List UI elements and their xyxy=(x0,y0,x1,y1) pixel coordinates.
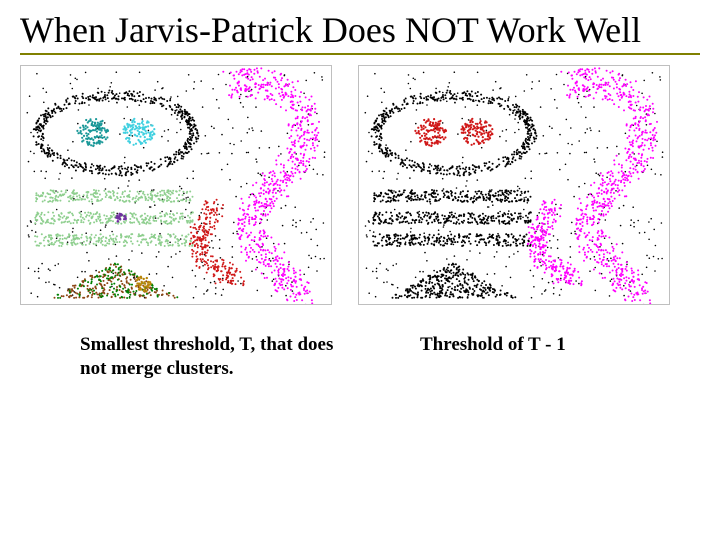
caption-right: Threshold of T - 1 xyxy=(420,333,680,381)
slide-title: When Jarvis-Patrick Does NOT Work Well xyxy=(20,10,700,51)
caption-row: Smallest threshold, T, that does not mer… xyxy=(20,333,700,381)
caption-left: Smallest threshold, T, that does not mer… xyxy=(80,333,340,381)
right-panel xyxy=(358,65,670,305)
left-panel xyxy=(20,65,332,305)
figure-row xyxy=(20,65,700,305)
left-scatter xyxy=(21,66,331,304)
slide: When Jarvis-Patrick Does NOT Work Well S… xyxy=(0,0,720,540)
title-underline: When Jarvis-Patrick Does NOT Work Well xyxy=(20,10,700,55)
right-scatter xyxy=(359,66,669,304)
